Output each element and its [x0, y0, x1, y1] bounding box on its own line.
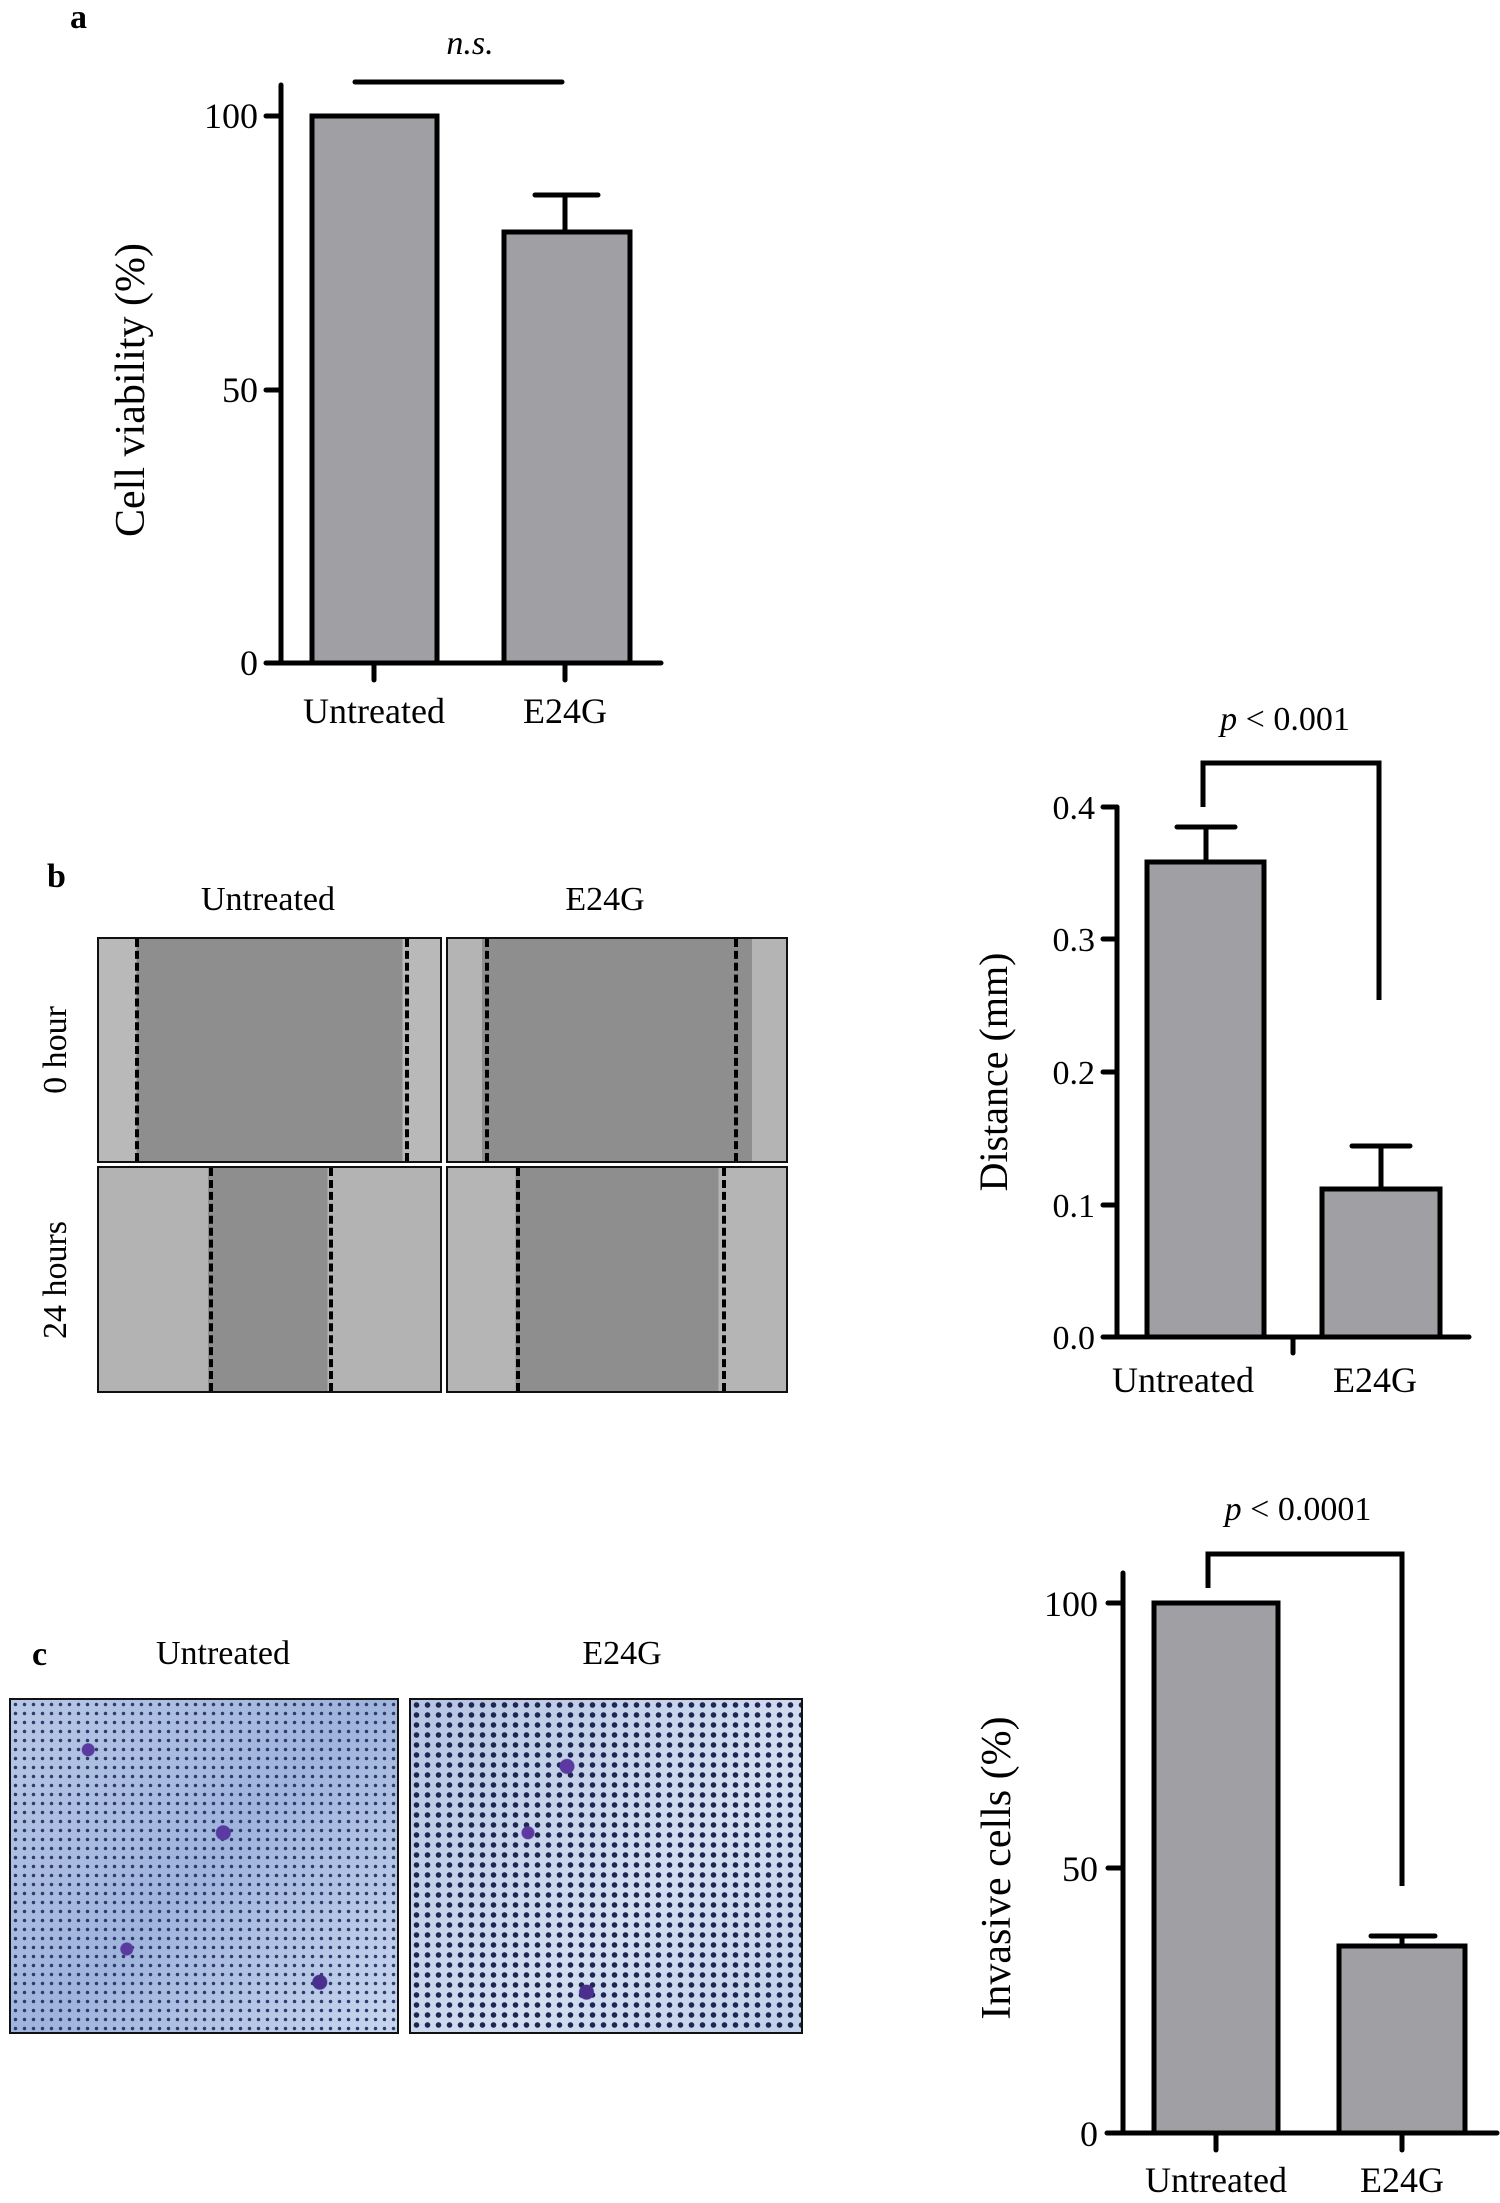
chart-a — [263, 79, 664, 683]
ytick-a-0: 0 — [240, 643, 258, 683]
panel-c-letter: c — [32, 1636, 47, 1673]
micrograph-e24g-24h — [446, 1166, 788, 1393]
ytick-b-0.2: 0.2 — [1053, 1055, 1096, 1092]
ytick-c-50: 50 — [1062, 1849, 1098, 1889]
p-value-b: < 0.001 — [1237, 701, 1350, 738]
ytick-b-0.4: 0.4 — [1053, 790, 1096, 827]
ytick-c-0: 0 — [1080, 2114, 1098, 2154]
p-italic-c: p — [1223, 1491, 1242, 1528]
chart-c — [1104, 1551, 1500, 2153]
ytick-b-0.3: 0.3 — [1053, 922, 1096, 959]
significance-label-a: n.s. — [446, 25, 493, 62]
xlabel-b-e24g: E24G — [1333, 1360, 1417, 1400]
ytick-c-100: 100 — [1044, 1584, 1098, 1624]
ytick-b-0.1: 0.1 — [1053, 1188, 1096, 1225]
xlabel-c-untreated: Untreated — [1145, 2160, 1287, 2200]
panel-b-letter: b — [47, 858, 66, 895]
p-value-label-b: p < 0.001 — [1218, 701, 1350, 738]
panel-c-col-untreated: Untreated — [156, 1635, 290, 1672]
p-value-c: < 0.0001 — [1242, 1491, 1372, 1528]
ytick-a-100: 100 — [204, 96, 258, 136]
micrograph-invasion-untreated — [9, 1698, 399, 2034]
micrograph-untreated-0h — [97, 937, 442, 1163]
p-value-label-c: p < 0.0001 — [1223, 1491, 1372, 1528]
micrograph-untreated-24h — [97, 1166, 442, 1393]
chart-b — [1100, 760, 1472, 1356]
xlabel-b-untreated: Untreated — [1112, 1360, 1254, 1400]
micrograph-invasion-e24g — [409, 1698, 803, 2034]
ylabel-b: Distance (mm) — [971, 953, 1016, 1192]
panel-b-row-24h: 24 hours — [37, 1221, 74, 1339]
ytick-b-0.0: 0.0 — [1053, 1320, 1096, 1357]
panel-b-col-e24g: E24G — [565, 881, 644, 918]
xlabel-c-e24g: E24G — [1360, 2160, 1444, 2200]
xlabel-a-e24g: E24G — [523, 691, 607, 731]
ytick-a-50: 50 — [222, 370, 258, 410]
panel-c-col-e24g: E24G — [582, 1635, 661, 1672]
ylabel-c: Invasive cells (%) — [974, 1716, 1020, 2019]
ylabel-a: Cell viability (%) — [108, 243, 154, 537]
xlabel-a-untreated: Untreated — [303, 691, 445, 731]
micrograph-e24g-0h — [446, 937, 788, 1163]
p-italic-b: p — [1218, 701, 1237, 738]
panel-b-row-0h: 0 hour — [37, 1005, 74, 1094]
panel-b-col-untreated: Untreated — [201, 881, 335, 918]
panel-a-letter: a — [70, 0, 87, 36]
